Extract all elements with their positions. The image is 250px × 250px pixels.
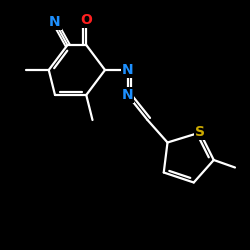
Text: N: N — [122, 88, 133, 102]
Text: N: N — [122, 63, 133, 77]
Text: N: N — [49, 16, 61, 30]
Text: O: O — [80, 13, 92, 27]
Text: S: S — [195, 126, 205, 140]
